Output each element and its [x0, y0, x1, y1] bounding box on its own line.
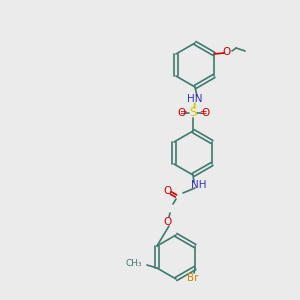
Text: NH: NH [191, 180, 207, 190]
Text: O: O [177, 108, 185, 118]
Text: CH₃: CH₃ [125, 259, 142, 268]
Text: =: = [199, 108, 207, 117]
Text: O: O [222, 47, 230, 57]
Text: Br: Br [187, 273, 199, 283]
Text: O: O [201, 108, 209, 118]
Text: HN: HN [187, 94, 203, 104]
Text: O: O [163, 186, 171, 196]
Text: =: = [179, 108, 187, 117]
Text: S: S [189, 106, 197, 119]
Text: O: O [164, 217, 172, 227]
